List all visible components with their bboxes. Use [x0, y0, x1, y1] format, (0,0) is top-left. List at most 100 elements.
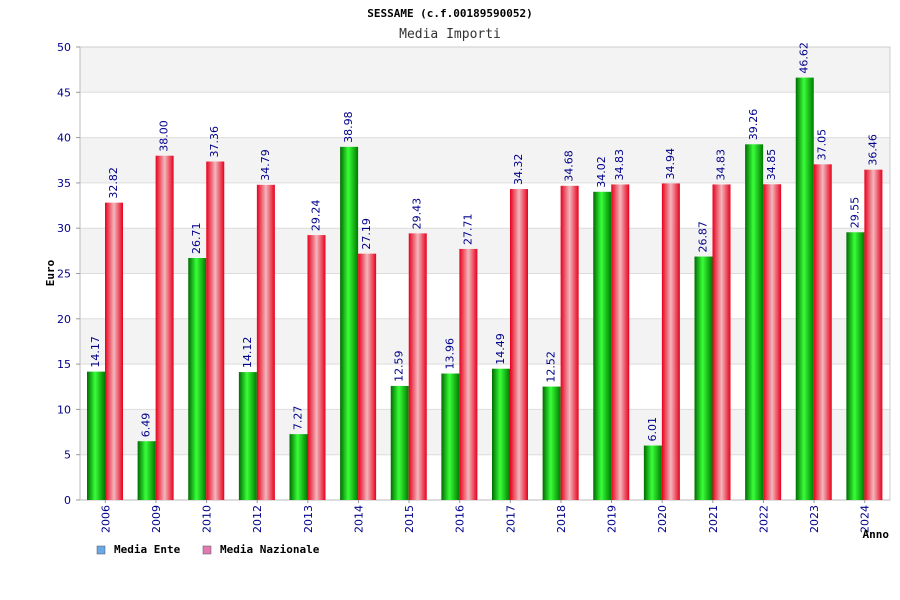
bar-ente-2010 — [188, 258, 207, 500]
data-label: 14.17 — [89, 336, 102, 368]
data-label: 14.12 — [241, 337, 254, 369]
bar-ente-2019 — [593, 191, 612, 500]
x-tick-label: 2006 — [99, 505, 112, 533]
bar-ente-2017 — [492, 368, 510, 500]
data-label: 27.71 — [461, 213, 474, 245]
bar-nazionale-2023 — [813, 164, 832, 500]
bar-nazionale-2020 — [661, 183, 680, 500]
data-label: 34.83 — [613, 149, 626, 181]
x-tick-label: 2021 — [707, 505, 720, 533]
bar-ente-2020 — [643, 445, 662, 500]
data-label: 34.83 — [715, 149, 728, 181]
bar-nazionale-2018 — [560, 185, 579, 500]
bar-nazionale-2022 — [763, 184, 782, 500]
data-label: 34.85 — [765, 149, 778, 181]
data-labels: 14.17 32.82 6.49 38.00 26.71 37.36 14.12 34.79 7… — [89, 42, 879, 441]
data-label: 12.52 — [545, 351, 558, 383]
data-label: 7.27 — [292, 406, 305, 431]
data-label: 38.00 — [158, 120, 171, 152]
x-axis-ticks: 2006 2009 2010 2012 2013 2014 2015 2016 2017 2018… — [99, 500, 872, 533]
chart-subtitle: Media Importi — [399, 27, 501, 42]
bar-ente-2024 — [846, 232, 865, 501]
x-tick-label: 2019 — [606, 505, 619, 533]
bar-nazionale-2012 — [256, 184, 275, 500]
x-tick-label: 2014 — [352, 505, 365, 533]
bar-ente-2015 — [390, 385, 409, 500]
x-tick-label: 2015 — [403, 505, 416, 533]
data-label: 26.87 — [697, 221, 710, 253]
x-axis-label: Anno — [863, 528, 890, 541]
bar-nazionale-2013 — [307, 235, 326, 500]
bar-ente-2016 — [441, 373, 460, 500]
bar-ente-2012 — [238, 372, 257, 500]
x-tick-label: 2018 — [555, 505, 568, 533]
bar-ente-2006 — [87, 371, 105, 500]
x-tick-label: 2022 — [757, 505, 770, 533]
data-label: 12.59 — [393, 350, 406, 382]
y-tick-label: 35 — [57, 177, 71, 190]
x-tick-label: 2012 — [251, 505, 264, 533]
y-tick-label: 25 — [57, 268, 71, 281]
bar-nazionale-2014 — [358, 253, 377, 500]
bar-ente-2023 — [795, 77, 814, 500]
bar-nazionale-2015 — [408, 233, 427, 500]
data-label: 46.62 — [798, 42, 811, 74]
data-label: 39.26 — [747, 109, 760, 141]
data-label: 32.82 — [107, 167, 120, 199]
data-label: 36.46 — [866, 134, 879, 166]
legend-swatch-ente — [96, 545, 106, 555]
bar-ente-2014 — [340, 146, 359, 501]
data-label: 26.71 — [190, 223, 203, 255]
bar-ente-2013 — [289, 434, 308, 500]
x-tick-label: 2024 — [859, 505, 872, 533]
y-tick-label: 20 — [57, 313, 71, 326]
grid-band — [80, 92, 890, 138]
legend-swatch-nazionale — [202, 545, 212, 555]
x-tick-label: 2009 — [150, 505, 163, 533]
data-label: 38.98 — [342, 111, 355, 143]
y-tick-label: 0 — [64, 494, 71, 507]
data-label: 27.19 — [360, 218, 373, 250]
y-tick-label: 30 — [57, 222, 71, 235]
y-axis-label: Euro — [44, 259, 57, 286]
x-tick-label: 2013 — [302, 505, 315, 533]
data-label: 13.96 — [443, 338, 456, 370]
legend-label-nazionale: Media Nazionale — [220, 543, 320, 556]
legend-label-ente: Media Ente — [114, 543, 181, 556]
y-tick-label: 15 — [57, 358, 71, 371]
data-label: 34.32 — [512, 154, 525, 186]
y-tick-label: 5 — [64, 449, 71, 462]
bar-ente-2018 — [542, 386, 561, 500]
bars — [87, 77, 883, 501]
bar-ente-2021 — [694, 256, 713, 500]
grid-band — [80, 47, 890, 93]
data-label: 37.05 — [816, 129, 829, 161]
bar-ente-2022 — [745, 144, 764, 501]
data-label: 34.02 — [595, 156, 608, 188]
data-label: 37.36 — [208, 126, 221, 158]
y-tick-label: 45 — [57, 86, 71, 99]
chart-title: SESSAME (c.f.00189590052) — [367, 7, 533, 20]
y-tick-label: 10 — [57, 403, 71, 416]
data-label: 34.79 — [259, 149, 272, 181]
data-label: 34.68 — [563, 150, 576, 182]
data-label: 6.01 — [646, 417, 659, 442]
data-label: 14.49 — [494, 333, 507, 365]
x-tick-label: 2016 — [454, 505, 467, 533]
bar-nazionale-2017 — [510, 189, 528, 501]
y-tick-label: 50 — [57, 41, 71, 54]
data-label: 29.43 — [411, 198, 424, 230]
bar-nazionale-2010 — [206, 161, 225, 500]
bar-ente-2009 — [137, 441, 156, 500]
x-tick-label: 2017 — [504, 505, 517, 533]
bar-nazionale-2009 — [155, 155, 174, 500]
x-tick-label: 2023 — [808, 505, 821, 533]
y-axis-ticks: 0 5 10 15 20 25 30 35 40 45 50 — [57, 41, 80, 507]
x-tick-label: 2020 — [656, 505, 669, 533]
bar-nazionale-2024 — [864, 169, 883, 500]
data-label: 6.49 — [140, 413, 153, 438]
bar-nazionale-2006 — [105, 202, 123, 500]
x-tick-label: 2010 — [201, 505, 214, 533]
data-label: 29.24 — [310, 200, 323, 232]
